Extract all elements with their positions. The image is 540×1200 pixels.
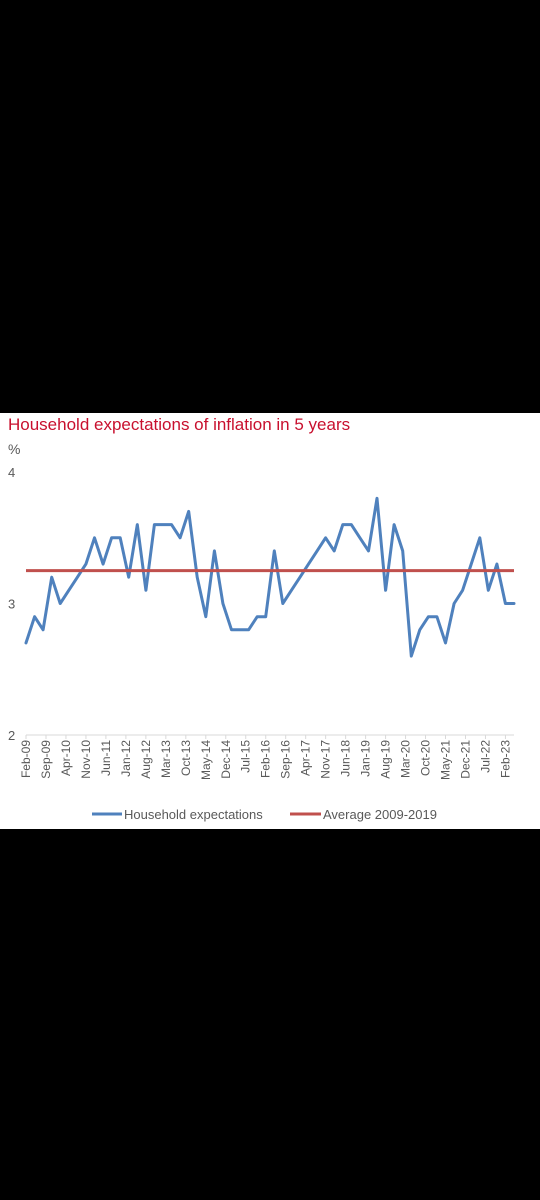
x-tick-label: Oct-20 bbox=[419, 740, 433, 776]
x-tick-label: Jun-18 bbox=[339, 740, 353, 777]
x-tick-label: Apr-10 bbox=[59, 740, 73, 776]
x-tick-label: Dec-14 bbox=[219, 740, 233, 779]
legend-label-household: Household expectations bbox=[124, 807, 263, 822]
chart-panel: Household expectations of inflation in 5… bbox=[0, 413, 540, 829]
x-tick-label: Feb-09 bbox=[19, 740, 33, 778]
x-tick-label: Sep-16 bbox=[279, 740, 293, 779]
x-tick-label: Sep-09 bbox=[39, 740, 53, 779]
x-tick-label: Nov-10 bbox=[79, 740, 93, 779]
chart-title: Household expectations of inflation in 5… bbox=[8, 415, 351, 434]
x-tick-label: Mar-13 bbox=[159, 740, 173, 778]
x-tick-label: Aug-12 bbox=[139, 740, 153, 779]
x-tick-label: Apr-17 bbox=[299, 740, 313, 776]
x-tick-label: Aug-19 bbox=[379, 740, 393, 779]
y-tick-label: 3 bbox=[8, 597, 15, 612]
x-tick-label: Nov-17 bbox=[319, 740, 333, 779]
x-tick-label: Jul-22 bbox=[478, 740, 492, 773]
x-tick-label: May-21 bbox=[439, 740, 453, 780]
x-tick-label: Jan-19 bbox=[359, 740, 373, 777]
x-tick-label: Mar-20 bbox=[399, 740, 413, 778]
x-tick-label: Jul-15 bbox=[239, 740, 253, 773]
y-axis-label: % bbox=[8, 441, 20, 457]
x-tick-label: Feb-16 bbox=[259, 740, 273, 778]
x-tick-label: Feb-23 bbox=[498, 740, 512, 778]
y-tick-label: 2 bbox=[8, 728, 15, 743]
x-tick-label: May-14 bbox=[199, 740, 213, 780]
x-tick-label: Jun-11 bbox=[99, 740, 113, 776]
x-tick-label: Jan-12 bbox=[119, 740, 133, 777]
x-tick-label: Oct-13 bbox=[179, 740, 193, 776]
y-tick-label: 4 bbox=[8, 465, 15, 480]
x-tick-label: Dec-21 bbox=[458, 740, 472, 779]
line-chart: % 2 3 4 Feb-09 Sep-09 Apr-10 Nov-10 Jun-11 Jan-12… bbox=[8, 441, 516, 822]
series-household-expectations-line bbox=[24, 496, 516, 658]
legend-label-average: Average 2009-2019 bbox=[323, 807, 437, 822]
